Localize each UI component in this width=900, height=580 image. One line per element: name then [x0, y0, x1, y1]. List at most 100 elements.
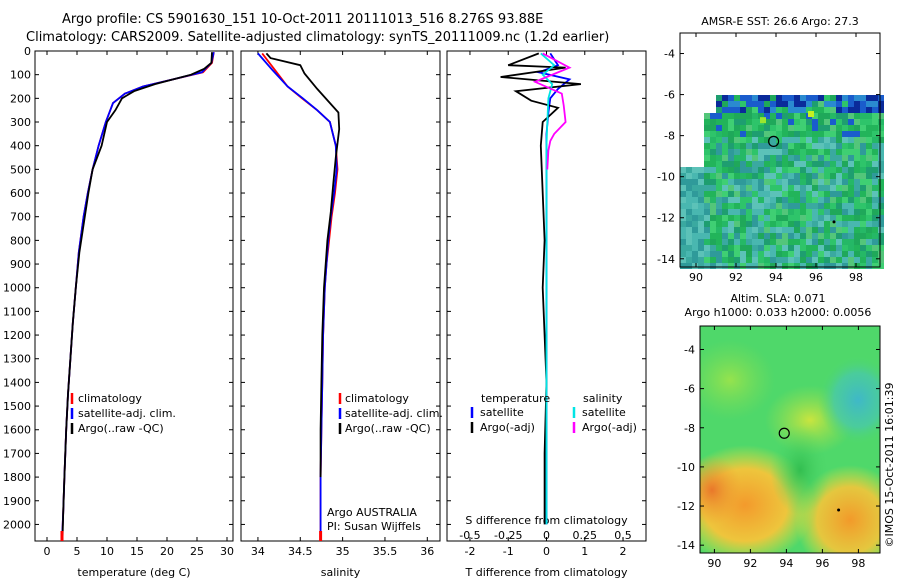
sst-grid-cell [782, 203, 788, 209]
sst-grid-cell [752, 203, 758, 209]
sst-grid-cell [734, 215, 740, 221]
sst-grid-cell [734, 155, 740, 161]
sst-grid-cell [806, 263, 812, 269]
sst-grid-cell [866, 167, 872, 173]
sst-grid-cell [770, 131, 776, 137]
sst-grid-cell [878, 143, 884, 149]
sst-grid-cell [770, 155, 776, 161]
salinity-diff-tick-label: -0.5 [459, 529, 480, 542]
sst-grid-cell [710, 263, 716, 269]
sst-grid-cell [854, 209, 860, 215]
sst-grid-cell [818, 197, 824, 203]
sst-grid-cell [782, 149, 788, 155]
sst-grid-cell [842, 233, 848, 239]
sst-grid-cell [692, 227, 698, 233]
sst-grid-cell [734, 161, 740, 167]
sst-grid-cell [860, 137, 866, 143]
sst-grid-cell [692, 191, 698, 197]
depth-tick-label: 1300 [3, 353, 31, 366]
sst-grid-cell [680, 257, 686, 263]
sst-grid-cell [764, 161, 770, 167]
sst-grid-cell [722, 233, 728, 239]
sst-grid-cell [716, 203, 722, 209]
sst-grid-cell [842, 161, 848, 167]
sst-grid-cell [770, 203, 776, 209]
sst-grid-cell [716, 119, 722, 125]
sst-grid-cell [812, 137, 818, 143]
sst-grid-cell [746, 239, 752, 245]
sst-grid-cell [722, 257, 728, 263]
sst-grid-cell [854, 215, 860, 221]
temperature-argoraw-line [61, 52, 213, 537]
salinity-diff-tick-label: -0.25 [494, 529, 522, 542]
legend-label: Argo(..raw -QC) [78, 422, 164, 435]
sst-grid-cell [794, 179, 800, 185]
sst-grid-cell [770, 245, 776, 251]
sst-grid-cell [812, 227, 818, 233]
sst-grid-cell [818, 155, 824, 161]
sst-grid-cell [686, 251, 692, 257]
sst-grid-cell [848, 263, 854, 269]
sst-grid-cell [836, 173, 842, 179]
sst-grid-cell [788, 185, 794, 191]
sst-grid-cell [740, 137, 746, 143]
sst-grid-cell [854, 227, 860, 233]
legend-title: temperature [481, 392, 550, 405]
sst-grid-cell [824, 209, 830, 215]
sst-grid-cell [710, 257, 716, 263]
sst-grid-cell [770, 137, 776, 143]
sst-grid-cell [746, 227, 752, 233]
sst-grid-cell [788, 179, 794, 185]
sst-grid-cell [806, 221, 812, 227]
sst-grid-cell [764, 197, 770, 203]
sst-grid-cell [860, 131, 866, 137]
sst-grid-cell [758, 257, 764, 263]
sst-grid-cell [830, 173, 836, 179]
sst-grid-cell [818, 239, 824, 245]
sst-grid-cell [806, 245, 812, 251]
sst-grid-cell [698, 167, 704, 173]
diff-salinityargoadj-line [532, 52, 572, 170]
sst-grid-cell [740, 185, 746, 191]
sst-grid-cell [860, 233, 866, 239]
sst-grid-cell [818, 263, 824, 269]
sst-grid-cell [710, 173, 716, 179]
sst-grid-cell [794, 257, 800, 263]
sst-grid-cell [806, 107, 812, 113]
sst-grid-cell [836, 137, 842, 143]
sst-grid-cell [860, 155, 866, 161]
sst-grid-cell [698, 245, 704, 251]
sst-grid-cell [824, 161, 830, 167]
sst-grid-cell [716, 161, 722, 167]
sst-grid-cell [818, 215, 824, 221]
sst-grid-cell [764, 119, 770, 125]
sst-grid-cell [854, 173, 860, 179]
sst-grid-cell [824, 227, 830, 233]
depth-tick-label: 300 [10, 116, 31, 129]
sst-grid-cell [848, 209, 854, 215]
sst-grid-cell [776, 215, 782, 221]
sst-lon-tick-label: 96 [809, 271, 823, 284]
sst-grid-cell [794, 251, 800, 257]
sst-grid-cell [734, 167, 740, 173]
sst-grid-cell [758, 209, 764, 215]
sst-grid-cell [752, 239, 758, 245]
sst-grid-cell [710, 239, 716, 245]
sst-grid-cell [848, 149, 854, 155]
sst-grid-cell [818, 203, 824, 209]
sst-grid-cell [710, 131, 716, 137]
temperature-tick-label: 15 [130, 545, 144, 558]
diff-salinitysatellite-line [540, 52, 556, 525]
sst-grid-cell [680, 209, 686, 215]
depth-tick-label: 900 [10, 258, 31, 271]
sst-grid-cell [752, 221, 758, 227]
sst-grid-cell [842, 251, 848, 257]
sst-grid-cell [788, 257, 794, 263]
sst-grid-cell [812, 209, 818, 215]
sst-grid-cell [776, 257, 782, 263]
sst-grid-cell [782, 251, 788, 257]
sst-grid-cell [770, 119, 776, 125]
sst-grid-cell [794, 185, 800, 191]
sst-grid-cell [734, 173, 740, 179]
sst-grid-cell [752, 215, 758, 221]
